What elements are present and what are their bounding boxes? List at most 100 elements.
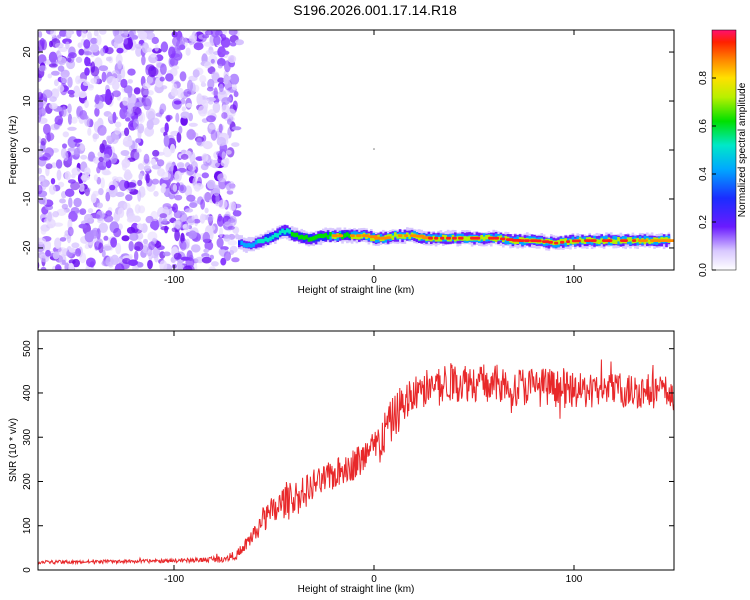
noise-blob [179, 71, 187, 82]
noise-blob [169, 57, 179, 67]
noise-blob [124, 127, 130, 137]
snr-x-ticks: -100 0 100 [164, 331, 583, 585]
noise-blob [188, 122, 198, 127]
spectrogram-signal-trace [238, 224, 674, 253]
noise-blob [142, 82, 151, 90]
noise-blob [61, 203, 69, 210]
noise-blob [98, 188, 104, 196]
noise-blob [143, 89, 150, 96]
noise-blob [225, 182, 236, 192]
noise-blob [191, 244, 201, 253]
noise-blob [164, 122, 169, 133]
noise-blob [151, 178, 160, 185]
noise-blob [172, 220, 182, 230]
noise-blob [89, 119, 94, 128]
trace-cell [552, 240, 555, 246]
trace-cell [298, 235, 301, 240]
noise-blob [84, 67, 90, 76]
trace-peak [608, 239, 613, 242]
noise-blob [52, 251, 60, 260]
trace-cell [569, 239, 572, 244]
noise-blob [87, 127, 92, 136]
trace-cell [360, 234, 363, 239]
trace-cell [614, 239, 618, 245]
noise-blob [103, 245, 112, 251]
noise-blob [189, 202, 198, 209]
trace-cell [389, 234, 392, 239]
noise-blob [98, 242, 104, 254]
trace-cell [252, 242, 255, 247]
noise-blob [90, 78, 98, 84]
noise-blob [177, 87, 185, 99]
trace-cell [629, 238, 632, 246]
x-tick-label: 0 [371, 275, 377, 286]
noise-blob [38, 99, 44, 110]
noise-blob [205, 154, 211, 163]
noise-blob [103, 215, 114, 223]
noise-blob [75, 248, 82, 257]
noise-blob [128, 259, 138, 267]
noise-blob [129, 232, 139, 241]
noise-blob [174, 229, 181, 242]
noise-blob [172, 65, 180, 70]
noise-blob [67, 76, 73, 88]
noise-blob [127, 86, 133, 98]
noise-blob [136, 223, 144, 230]
trace-cell [293, 232, 296, 238]
noise-blob [105, 47, 114, 55]
noise-blob [64, 188, 75, 197]
noise-blob [176, 162, 185, 168]
trace-peak [494, 236, 500, 240]
noise-blob [221, 97, 231, 105]
noise-blob [109, 184, 116, 191]
trace-cell [463, 236, 467, 241]
noise-blob [87, 84, 94, 91]
colorbar-tick-label: 0.0 [698, 263, 709, 277]
noise-blob [67, 89, 75, 95]
noise-blob [162, 218, 168, 224]
noise-blob [203, 41, 213, 47]
noise-blob [54, 79, 59, 87]
noise-blob [184, 208, 194, 213]
trace-cell [329, 233, 332, 241]
noise-blob [121, 158, 131, 168]
noise-blob [192, 69, 200, 78]
trace-peak [584, 239, 591, 242]
trace-cell [514, 239, 517, 245]
trace-cell [636, 237, 639, 243]
noise-blob [196, 137, 203, 146]
noise-blob [123, 202, 131, 210]
noise-blob [98, 65, 109, 72]
trace-cell [614, 236, 618, 243]
noise-blob [180, 153, 189, 160]
noise-blob [80, 154, 88, 160]
noise-blob [62, 143, 67, 149]
noise-blob [208, 124, 216, 130]
noise-blob [216, 136, 227, 147]
trace-peak [548, 240, 553, 244]
trace-peak [476, 236, 481, 240]
trace-cell [348, 233, 351, 239]
noise-blob [38, 92, 44, 100]
noise-blob [103, 153, 110, 162]
noise-blob [83, 213, 94, 223]
trace-cell [250, 243, 253, 248]
x-tick-label: 100 [566, 275, 583, 286]
trace-peak [590, 239, 597, 242]
noise-blob [153, 190, 159, 197]
noise-blob [165, 73, 174, 82]
noise-blob [204, 207, 209, 214]
noise-blob [150, 220, 159, 230]
noise-blob [43, 123, 51, 135]
noise-blob [126, 182, 137, 188]
noise-blob [217, 58, 226, 67]
noise-blob [38, 156, 48, 161]
trace-peak [404, 234, 408, 238]
noise-blob [159, 76, 165, 82]
noise-blob [141, 55, 146, 66]
trace-peak [332, 234, 339, 238]
trace-peak [398, 234, 403, 238]
noise-blob [223, 234, 231, 242]
noise-blob [127, 215, 138, 220]
noise-blob [231, 142, 240, 148]
